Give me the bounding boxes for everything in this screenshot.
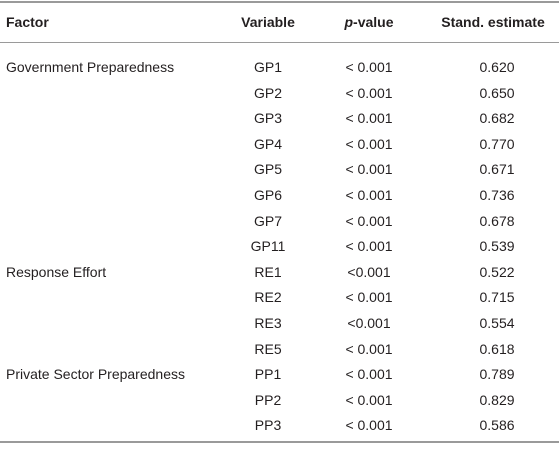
- variable-cell: GP4: [253, 135, 283, 152]
- p-value-cell: < 0.001: [345, 59, 393, 75]
- variable-cell: PP3: [254, 417, 282, 434]
- p-value-cell: < 0.001: [345, 366, 393, 383]
- estimate-cell: 0.671: [479, 161, 515, 178]
- p-value-cell: < 0.001: [345, 135, 393, 152]
- variable-cell: GP6: [253, 187, 283, 203]
- variable-cell: GP11: [250, 238, 286, 255]
- variable-cell: RE5: [254, 340, 282, 357]
- p-value-cell: < 0.001: [345, 340, 393, 357]
- header-cell: Factor: [6, 14, 49, 30]
- estimate-cell: 0.620: [479, 59, 515, 75]
- top-rule: [0, 1, 559, 3]
- p-value-cell: < 0.001: [345, 187, 393, 203]
- estimate-cell: 0.678: [479, 212, 515, 229]
- p-value-cell: < 0.001: [345, 238, 393, 255]
- factor-cell: Government Preparedness: [6, 59, 175, 75]
- factor-cell: Private Sector Preparedness: [6, 366, 185, 383]
- estimate-cell: 0.682: [479, 110, 515, 127]
- variable-cell: GP1: [253, 59, 283, 75]
- variable-cell: RE3: [254, 315, 282, 331]
- estimate-cell: 0.522: [479, 263, 515, 280]
- header-cell: Stand. estimate: [441, 14, 545, 30]
- p-value-cell: < 0.001: [345, 84, 393, 101]
- estimate-cell: 0.554: [479, 315, 515, 331]
- factor-cell: Response Effort: [6, 263, 107, 280]
- p-value-cell: < 0.001: [345, 212, 393, 229]
- header-cell: p-value: [344, 13, 393, 31]
- estimate-cell: 0.829: [479, 391, 515, 408]
- estimate-cell: 0.650: [479, 84, 515, 101]
- p-value-cell: < 0.001: [345, 110, 393, 127]
- variable-cell: PP1: [254, 366, 282, 383]
- header-cell: Variable: [241, 14, 295, 30]
- estimate-cell: 0.736: [479, 187, 515, 203]
- p-value-cell: < 0.001: [345, 391, 393, 408]
- estimate-cell: 0.770: [479, 135, 515, 152]
- estimate-cell: 0.539: [479, 238, 515, 255]
- p-value-cell: < 0.001: [345, 289, 393, 306]
- estimate-cell: 0.715: [479, 289, 515, 306]
- p-value-cell: <0.001: [347, 263, 391, 280]
- variable-cell: GP2: [253, 84, 283, 101]
- variable-cell: GP3: [253, 110, 283, 127]
- p-value-cell: <0.001: [347, 315, 391, 331]
- header-rule: [0, 42, 559, 43]
- header-italic: p: [344, 14, 354, 30]
- p-value-cell: < 0.001: [345, 161, 393, 178]
- variable-cell: GP7: [253, 212, 283, 229]
- estimate-cell: 0.789: [479, 366, 515, 383]
- variable-cell: RE2: [254, 289, 282, 306]
- p-value-cell: < 0.001: [345, 417, 393, 434]
- variable-cell: RE1: [254, 263, 282, 280]
- estimate-cell: 0.618: [479, 340, 515, 357]
- header-text: -value: [353, 14, 394, 30]
- bottom-rule: [0, 441, 559, 443]
- estimate-cell: 0.586: [479, 417, 515, 434]
- variable-cell: GP5: [253, 161, 283, 178]
- variable-cell: PP2: [254, 391, 282, 408]
